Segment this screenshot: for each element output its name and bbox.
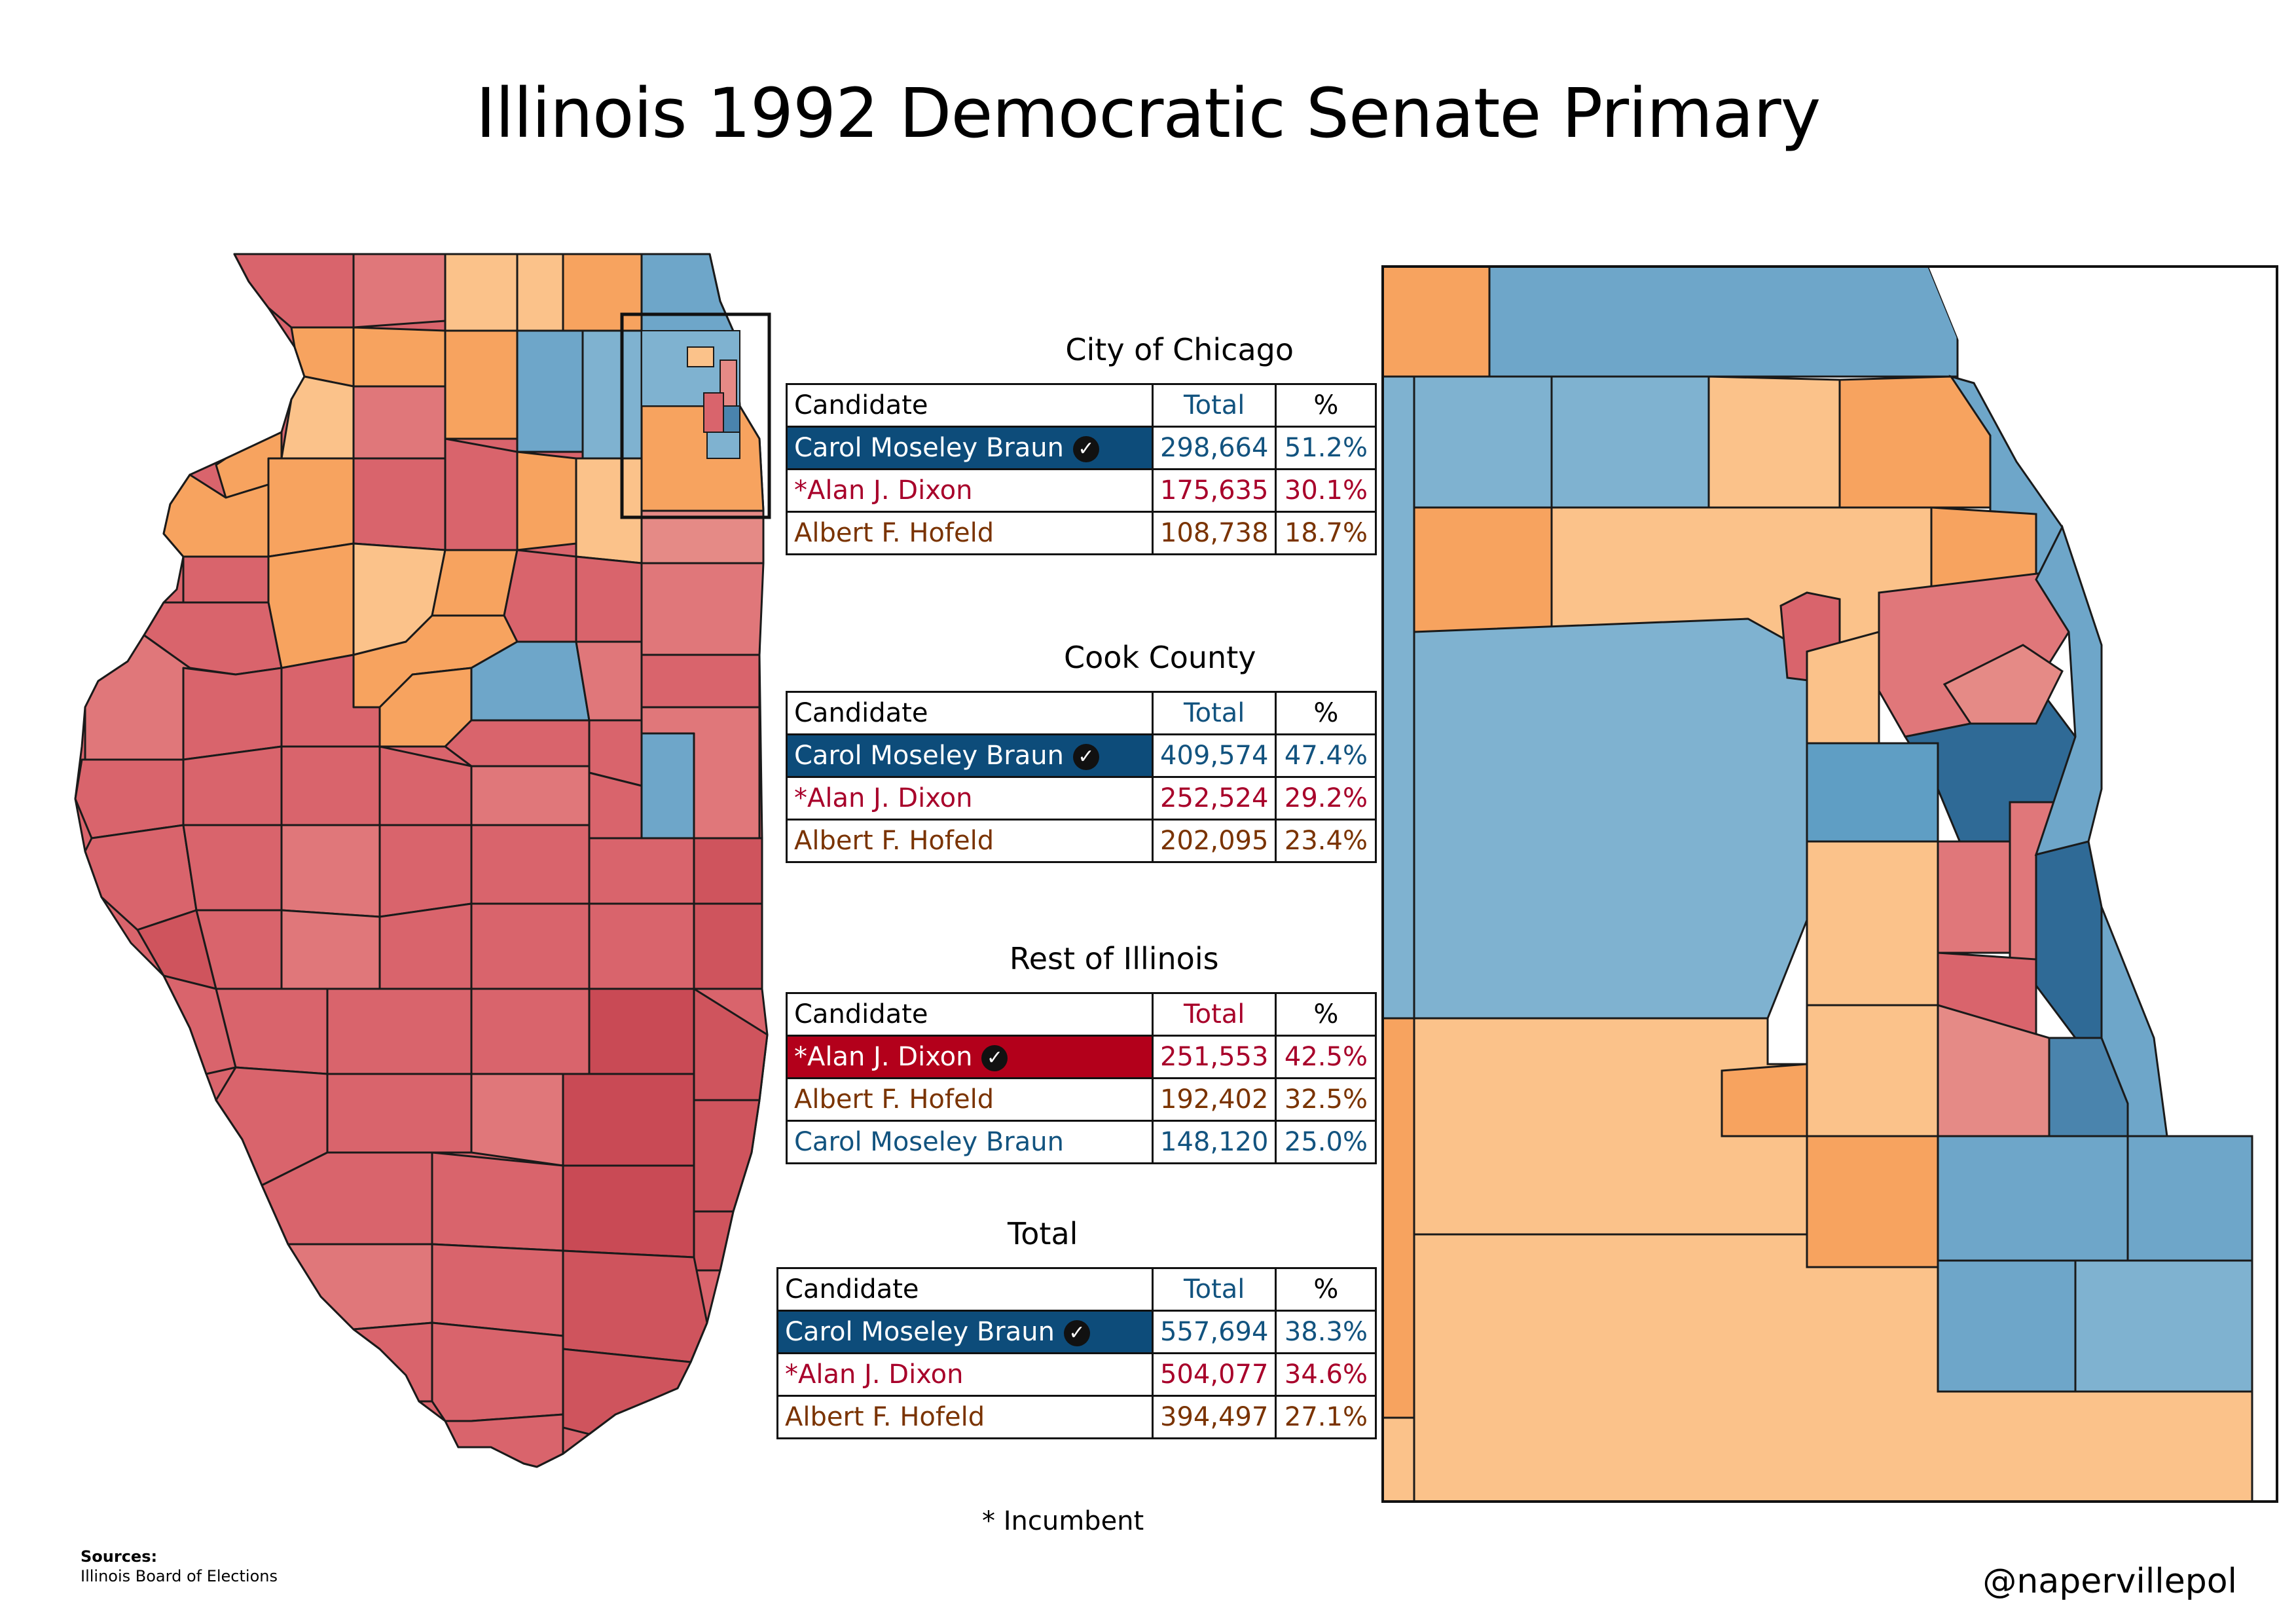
candidate-cell: *Alan J. Dixon xyxy=(786,468,1154,513)
total-cell: 175,635 xyxy=(1151,468,1277,513)
table-title: Total xyxy=(1007,1216,1078,1251)
total-cell: 409,574 xyxy=(1151,733,1277,778)
candidate-cell: Albert F. Hofeld xyxy=(786,511,1154,555)
candidate-cell: *Alan J. Dixon ✓ xyxy=(786,1035,1154,1079)
pct-cell: 47.4% xyxy=(1275,733,1377,778)
winner-check-icon: ✓ xyxy=(1072,436,1099,462)
winner-check-icon: ✓ xyxy=(1072,744,1099,770)
incumbent-footnote: * Incumbent xyxy=(982,1506,1144,1536)
pct-cell: 23.4% xyxy=(1275,819,1377,863)
winner-check-icon: ✓ xyxy=(1063,1320,1090,1346)
pct-cell: 38.3% xyxy=(1275,1310,1377,1354)
candidate-cell: Carol Moseley Braun ✓ xyxy=(786,426,1154,470)
pct-cell: 42.5% xyxy=(1275,1035,1377,1079)
total-cell: 298,664 xyxy=(1151,426,1277,470)
header-total: Total xyxy=(1151,992,1277,1037)
total-cell: 394,497 xyxy=(1151,1395,1277,1439)
illinois-county-map xyxy=(74,253,771,1468)
cook-county-inset-map xyxy=(1381,265,2278,1503)
pct-cell: 25.0% xyxy=(1275,1120,1377,1164)
header-pct: % xyxy=(1275,992,1377,1037)
header-candidate: Candidate xyxy=(786,992,1154,1037)
pct-cell: 34.6% xyxy=(1275,1352,1377,1397)
candidate-cell: *Alan J. Dixon xyxy=(786,776,1154,821)
page-title: Illinois 1992 Democratic Senate Primary xyxy=(475,73,1821,153)
results-table-total: Total Candidate Total % Carol Moseley Br… xyxy=(776,1216,1377,1439)
header-candidate: Candidate xyxy=(786,691,1154,735)
table-title: Rest of Illinois xyxy=(1009,941,1219,976)
header-pct: % xyxy=(1275,1267,1377,1312)
total-cell: 108,738 xyxy=(1151,511,1277,555)
results-table-chicago: City of Chicago Candidate Total % Carol … xyxy=(786,332,1377,555)
pct-cell: 29.2% xyxy=(1275,776,1377,821)
pct-cell: 51.2% xyxy=(1275,426,1377,470)
total-cell: 192,402 xyxy=(1151,1077,1277,1122)
inset-locator-box xyxy=(620,312,771,519)
header-total: Total xyxy=(1151,691,1277,735)
table-title: Cook County xyxy=(1063,640,1256,675)
candidate-cell: Carol Moseley Braun xyxy=(786,1120,1154,1164)
header-total: Total xyxy=(1151,1267,1277,1312)
author-credit: @napervillepol xyxy=(1982,1562,2237,1601)
candidate-cell: Carol Moseley Braun ✓ xyxy=(786,733,1154,778)
winner-check-icon: ✓ xyxy=(981,1045,1008,1071)
results-table-rest-of-illinois: Rest of Illinois Candidate Total % *Alan… xyxy=(786,941,1377,1164)
header-pct: % xyxy=(1275,691,1377,735)
results-table-cook: Cook County Candidate Total % Carol Mose… xyxy=(786,640,1377,863)
total-cell: 251,553 xyxy=(1151,1035,1277,1079)
pct-cell: 30.1% xyxy=(1275,468,1377,513)
pct-cell: 18.7% xyxy=(1275,511,1377,555)
table-title: City of Chicago xyxy=(1065,332,1294,367)
total-cell: 148,120 xyxy=(1151,1120,1277,1164)
header-total: Total xyxy=(1151,383,1277,428)
sources-label: Sources: xyxy=(81,1547,158,1566)
total-cell: 504,077 xyxy=(1151,1352,1277,1397)
inset-frame xyxy=(1381,265,2278,1503)
header-candidate: Candidate xyxy=(776,1267,1154,1312)
candidate-cell: Albert F. Hofeld xyxy=(786,819,1154,863)
pct-cell: 27.1% xyxy=(1275,1395,1377,1439)
candidate-cell: Albert F. Hofeld xyxy=(776,1395,1154,1439)
pct-cell: 32.5% xyxy=(1275,1077,1377,1122)
total-cell: 557,694 xyxy=(1151,1310,1277,1354)
header-pct: % xyxy=(1275,383,1377,428)
sources-block: Sources: Illinois Board of Elections xyxy=(81,1547,278,1586)
sources-text: Illinois Board of Elections xyxy=(81,1567,278,1585)
candidate-cell: Carol Moseley Braun ✓ xyxy=(776,1310,1154,1354)
header-candidate: Candidate xyxy=(786,383,1154,428)
candidate-cell: *Alan J. Dixon xyxy=(776,1352,1154,1397)
total-cell: 202,095 xyxy=(1151,819,1277,863)
candidate-cell: Albert F. Hofeld xyxy=(786,1077,1154,1122)
total-cell: 252,524 xyxy=(1151,776,1277,821)
